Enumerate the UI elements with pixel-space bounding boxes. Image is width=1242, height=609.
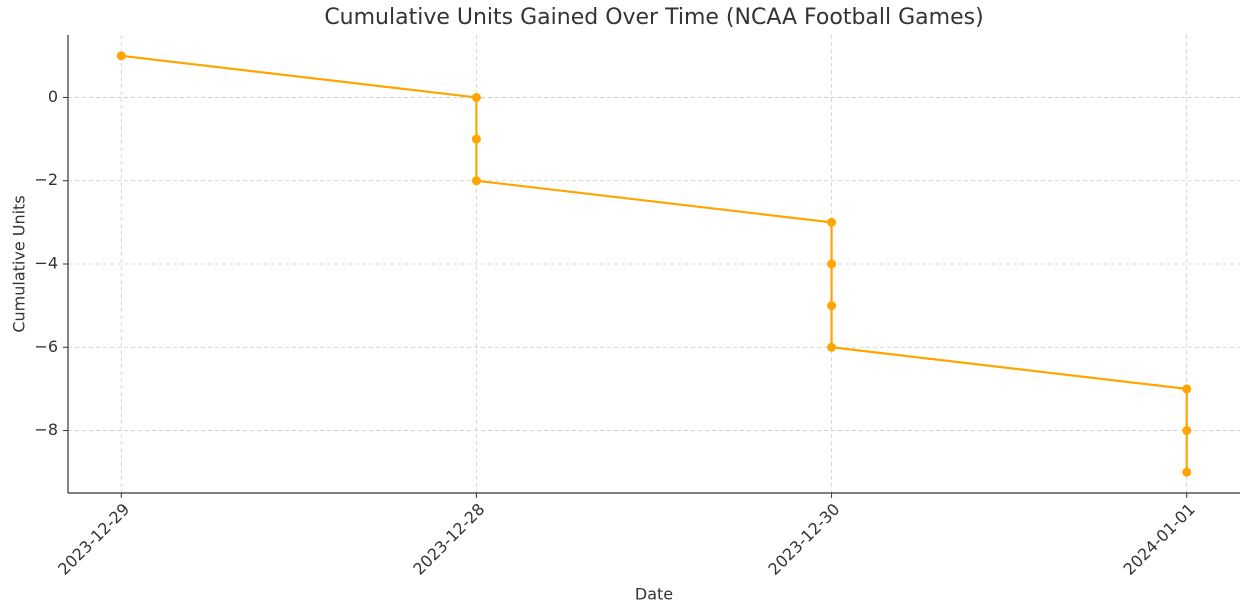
y-tick-label: −2 [34, 170, 58, 189]
x-axis-label: Date [635, 585, 673, 604]
point [1182, 426, 1192, 436]
point [827, 259, 837, 269]
x-tick-label: 2023-12-28 [409, 500, 488, 579]
point [1182, 384, 1192, 394]
point [471, 92, 481, 102]
x-tick-label: 2023-12-30 [764, 500, 843, 579]
point [1182, 467, 1192, 477]
y-tick-label: 0 [48, 87, 58, 106]
y-axis-label: Cumulative Units [10, 195, 29, 332]
x-tick-label: 2024-01-01 [1120, 500, 1199, 579]
point [471, 176, 481, 186]
point [116, 51, 126, 61]
y-tick-label: −8 [34, 420, 58, 439]
y-tick-label: −6 [34, 337, 58, 356]
y-tick-label: −4 [34, 254, 58, 273]
point [827, 217, 837, 227]
chart-title: Cumulative Units Gained Over Time (NCAA … [324, 5, 983, 30]
point [471, 134, 481, 144]
x-tick-label: 2023-12-29 [54, 500, 133, 579]
point [827, 301, 837, 311]
point [827, 342, 837, 352]
